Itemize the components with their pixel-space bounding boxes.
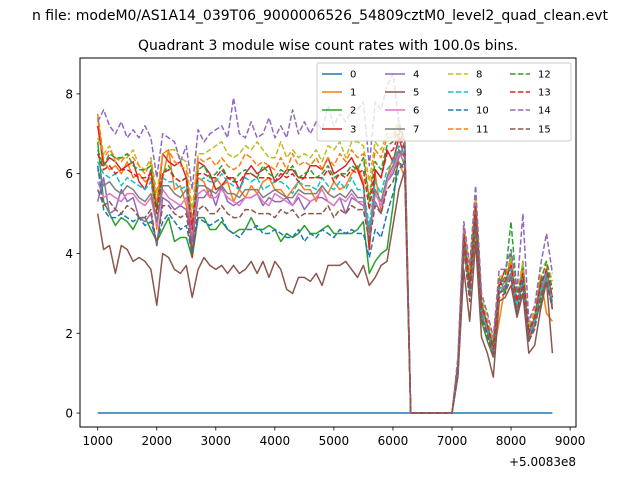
- axes-frame: [79, 57, 577, 428]
- series-layer: [96, 73, 554, 414]
- x-offset-label: +5.0083e8: [509, 455, 576, 469]
- legend-label: 9: [476, 88, 482, 99]
- x-tick-label: 8000: [496, 434, 527, 448]
- legend-label: 0: [350, 70, 356, 81]
- figure-suptitle: n file: modeM0/AS1A14_039T06_9000006526_…: [32, 8, 609, 24]
- legend-label: 15: [538, 125, 551, 136]
- y-tick-label: 6: [65, 167, 73, 181]
- legend-label: 1: [350, 88, 356, 99]
- series-line-15: [96, 160, 554, 414]
- legend-label: 2: [350, 106, 356, 117]
- series-line-13: [96, 133, 554, 414]
- legend-label: 7: [413, 125, 419, 136]
- legend-label: 6: [413, 106, 419, 117]
- chart-title: Quadrant 3 module wise count rates with …: [138, 38, 518, 54]
- legend-label: 12: [538, 70, 551, 81]
- y-tick-label: 8: [65, 87, 73, 101]
- series-line-7: [96, 149, 554, 414]
- legend-box: [316, 62, 572, 142]
- x-tick-label: 4000: [260, 434, 291, 448]
- series-line-5: [96, 168, 554, 414]
- x-tick-label: 3000: [201, 434, 232, 448]
- legend-label: 3: [350, 125, 356, 136]
- x-tick-label: 5000: [319, 434, 350, 448]
- x-tick-label: 2000: [141, 434, 172, 448]
- legend-label: 14: [538, 106, 551, 117]
- x-tick-label: 6000: [378, 434, 409, 448]
- x-tick-label: 7000: [437, 434, 468, 448]
- legend-label: 5: [413, 88, 419, 99]
- x-tick-label: 1000: [82, 434, 113, 448]
- x-axis: 1000 2000 3000 4000 5000 6000 7000 8000 9000: [82, 427, 585, 448]
- legend-label: 4: [413, 70, 419, 81]
- x-tick-label: 9000: [555, 434, 586, 448]
- y-tick-label: 0: [65, 407, 73, 421]
- legend-label: 10: [476, 106, 489, 117]
- y-tick-label: 4: [65, 247, 73, 261]
- legend-label: 11: [476, 125, 489, 136]
- legend-label: 8: [476, 70, 482, 81]
- legend-label: 13: [538, 88, 551, 99]
- series-line-8: [96, 121, 554, 414]
- series-line-6: [96, 152, 554, 414]
- series-line-9: [97, 145, 554, 414]
- y-tick-label: 2: [65, 327, 73, 341]
- y-axis: 0 2 4 6 8: [65, 87, 80, 421]
